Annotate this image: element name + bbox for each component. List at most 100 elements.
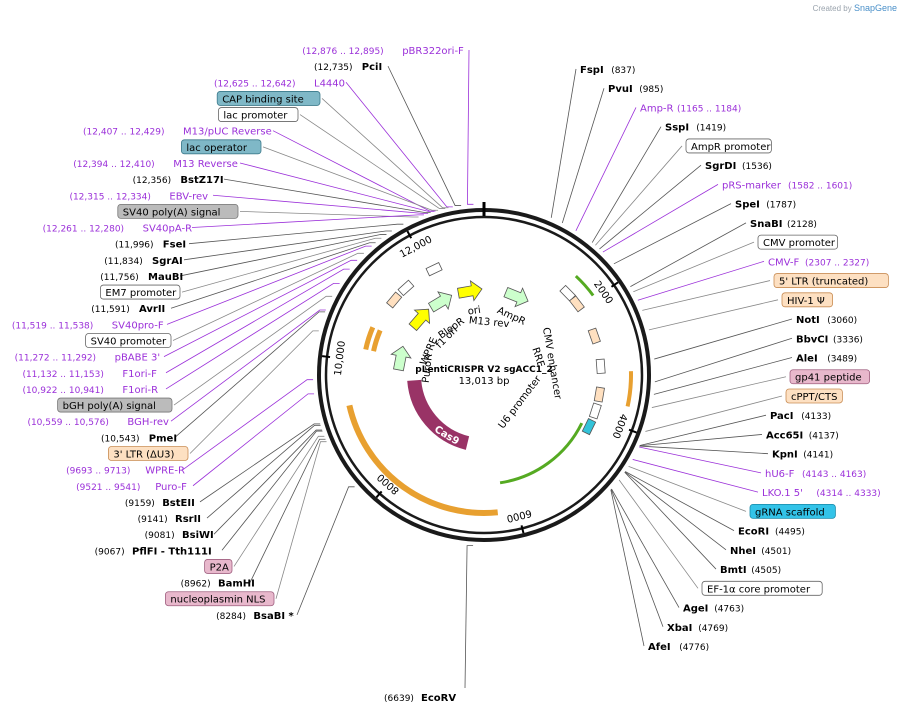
label-agei[interactable]: AgeI (4763) <box>683 604 744 615</box>
site-position: (2307 .. 2327) <box>805 258 869 268</box>
label-l4440[interactable]: L4440 (12,625 .. 12,642) <box>214 78 345 89</box>
label-bmti[interactable]: BmtI (4505) <box>720 565 781 576</box>
label-avrii[interactable]: AvrII (11,591) <box>91 304 165 315</box>
label-bsabi[interactable]: BsaBI * (8284) <box>216 611 294 622</box>
label-sv40-promoter[interactable]: SV40 promoter <box>85 333 172 348</box>
label-ecori[interactable]: EcoRI (4495) <box>738 527 805 538</box>
leader-line <box>183 230 392 261</box>
label-pflfi-tth111i[interactable]: PflFI - Tth111I (9067) <box>95 546 212 557</box>
label-cmv-f[interactable]: CMV-F (2307 .. 2327) <box>768 257 869 268</box>
feature-box <box>108 446 189 461</box>
label-bstz17i[interactable]: BstZ17I (12,356) <box>133 175 224 186</box>
label-afei[interactable]: AfeI (4776) <box>648 642 709 653</box>
label-5-ltr-truncated[interactable]: 5' LTR (truncated) <box>773 273 889 288</box>
label-ef-1-core-promoter[interactable]: EF-1α core promoter <box>701 580 823 596</box>
label-bsiwi[interactable]: BsiWI (9081) <box>145 530 214 541</box>
enzyme-name: AgeI <box>683 604 708 615</box>
enzyme-name: PmeI <box>149 433 177 444</box>
leader-line <box>624 471 717 570</box>
feature-name: lac operator <box>186 143 247 154</box>
label-m13-puc-reverse[interactable]: M13/pUC Reverse (12,407 .. 12,429) <box>83 127 272 138</box>
leader-line <box>633 241 755 293</box>
label-snabi[interactable]: SnaBI (2128) <box>750 219 817 230</box>
enzyme-name: PflFI - Tth111I <box>132 546 212 557</box>
label-nucleoplasmin-nls[interactable]: nucleoplasmin NLS <box>164 591 275 607</box>
label-gp41-peptide[interactable]: gp41 peptide <box>789 369 870 385</box>
label-alei[interactable]: AleI (3489) <box>796 354 857 365</box>
label-xbai[interactable]: XbaI (4769) <box>667 623 728 634</box>
label-pbabe-3[interactable]: pBABE 3' (11,272 .. 11,292) <box>15 353 160 364</box>
label-fsei[interactable]: FseI (11,996) <box>115 240 186 251</box>
label-pvui[interactable]: PvuI (985) <box>608 84 663 95</box>
label-maubi[interactable]: MauBI (11,756) <box>100 272 183 283</box>
leader-line <box>624 471 727 551</box>
leader-line <box>296 486 355 616</box>
enzyme-name: PvuI <box>608 84 633 95</box>
label-sv40pro-f[interactable]: SV40pro-F (11,519 .. 11,538) <box>12 320 164 331</box>
label-bbvci[interactable]: BbvCI (3336) <box>796 334 863 345</box>
feature-block <box>581 418 597 436</box>
label-pcii[interactable]: PciI (12,735) <box>314 62 382 73</box>
label-em7-promoter[interactable]: EM7 promoter <box>100 284 181 300</box>
label-rsrii[interactable]: RsrII (9141) <box>138 514 201 525</box>
site-position: (9067) <box>95 547 125 557</box>
label-cmv-promoter[interactable]: CMV promoter <box>757 234 838 250</box>
leader-line <box>387 65 462 206</box>
label-spei[interactable]: SpeI (1787) <box>735 200 796 211</box>
label-fspi[interactable]: FspI (837) <box>580 65 635 76</box>
snapgene-credit: Created by SnapGene <box>813 3 897 13</box>
site-position: (3336) <box>833 335 863 345</box>
label-bgh-rev[interactable]: BGH-rev (10,559 .. 10,576) <box>27 417 169 428</box>
label-sv40pa-r[interactable]: SV40pA-R (12,261 .. 12,280) <box>43 224 192 235</box>
label-puro-f[interactable]: Puro-F (9521 .. 9541) <box>76 482 187 493</box>
label-cppt-cts[interactable]: cPPT/CTS <box>785 388 843 404</box>
label-p2a[interactable]: P2A <box>204 559 233 574</box>
plasmid-name: pLentiCRISPR V2 sgACC1_2 <box>415 365 552 375</box>
label-pmei[interactable]: PmeI (10,543) <box>101 433 177 444</box>
label-hiv-1[interactable]: HIV-1 Ψ <box>781 292 833 308</box>
label-bgh-poly-a-signal[interactable]: bGH poly(A) signal <box>57 397 173 413</box>
primer-name: M13/pUC Reverse <box>183 127 272 138</box>
site-position: (12,261 .. 12,280) <box>43 225 124 235</box>
label-wpre-r[interactable]: WPRE-R (9693 .. 9713) <box>66 466 185 477</box>
label-hu6-f[interactable]: hU6-F (4143 .. 4163) <box>765 469 866 480</box>
label-3-ltr-u3[interactable]: 3' LTR (ΔU3) <box>108 446 189 461</box>
primer-name: WPRE-R <box>145 466 185 477</box>
label-cap-binding-site[interactable]: CAP binding site <box>216 91 321 106</box>
label-acc65i[interactable]: Acc65I (4137) <box>766 430 839 441</box>
label-lko-1-5[interactable]: LKO.1 5' (4314 .. 4333) <box>762 488 881 499</box>
label-sv40-poly-a-signal[interactable]: SV40 poly(A) signal <box>117 203 239 219</box>
label-ebv-rev[interactable]: EBV-rev (12,315 .. 12,334) <box>69 191 208 202</box>
label-bsteii[interactable]: BstEII (9159) <box>125 498 195 509</box>
site-position: (10,543) <box>101 434 140 444</box>
label-lac-operator[interactable]: lac operator <box>180 139 262 155</box>
label-sgrai[interactable]: SgrAI (11,834) <box>104 256 183 267</box>
label-lac-promoter[interactable]: lac promoter <box>217 107 299 122</box>
label-bamhi[interactable]: BamHI (8962) <box>181 579 255 590</box>
label-nhei[interactable]: NheI (4501) <box>730 546 791 557</box>
feature-arcs <box>346 262 633 516</box>
label-ecorv[interactable]: EcoRV (6639) <box>384 693 456 704</box>
label-grna-scaffold[interactable]: gRNA scaffold <box>749 503 836 519</box>
label-sgrdi[interactable]: SgrDI (1536) <box>705 161 772 172</box>
enzyme-name: FspI <box>580 65 604 76</box>
enzyme-name: NheI <box>730 546 756 557</box>
label-ampr-promoter[interactable]: AmpR promoter <box>685 138 772 154</box>
feature-box <box>217 107 299 122</box>
enzyme-name: AfeI <box>648 642 671 653</box>
label-kpni[interactable]: KpnI (4141) <box>772 450 833 461</box>
label-paci[interactable]: PacI (4133) <box>770 411 831 422</box>
label-f1ori-f[interactable]: F1ori-F (11,132 .. 11,153) <box>22 369 157 380</box>
leader-line <box>188 223 404 245</box>
label-sspi[interactable]: SspI (1419) <box>665 123 726 134</box>
leader-line <box>182 379 314 470</box>
primer-name: Amp-R <box>640 103 674 114</box>
label-f1ori-r[interactable]: F1ori-R (10,922 .. 10,941) <box>22 385 158 396</box>
label-amp-r[interactable]: Amp-R (1165 .. 1184) <box>640 103 741 114</box>
label-prs-marker[interactable]: pRS-marker (1582 .. 1601) <box>722 180 852 191</box>
site-position: (12,356) <box>133 176 172 186</box>
label-pbr322ori-f[interactable]: pBR322ori-F (12,876 .. 12,895) <box>302 46 464 57</box>
feature-arrow <box>427 291 453 313</box>
label-m13-reverse[interactable]: M13 Reverse (12,394 .. 12,410) <box>73 159 238 170</box>
label-noti[interactable]: NotI (3060) <box>796 315 857 326</box>
